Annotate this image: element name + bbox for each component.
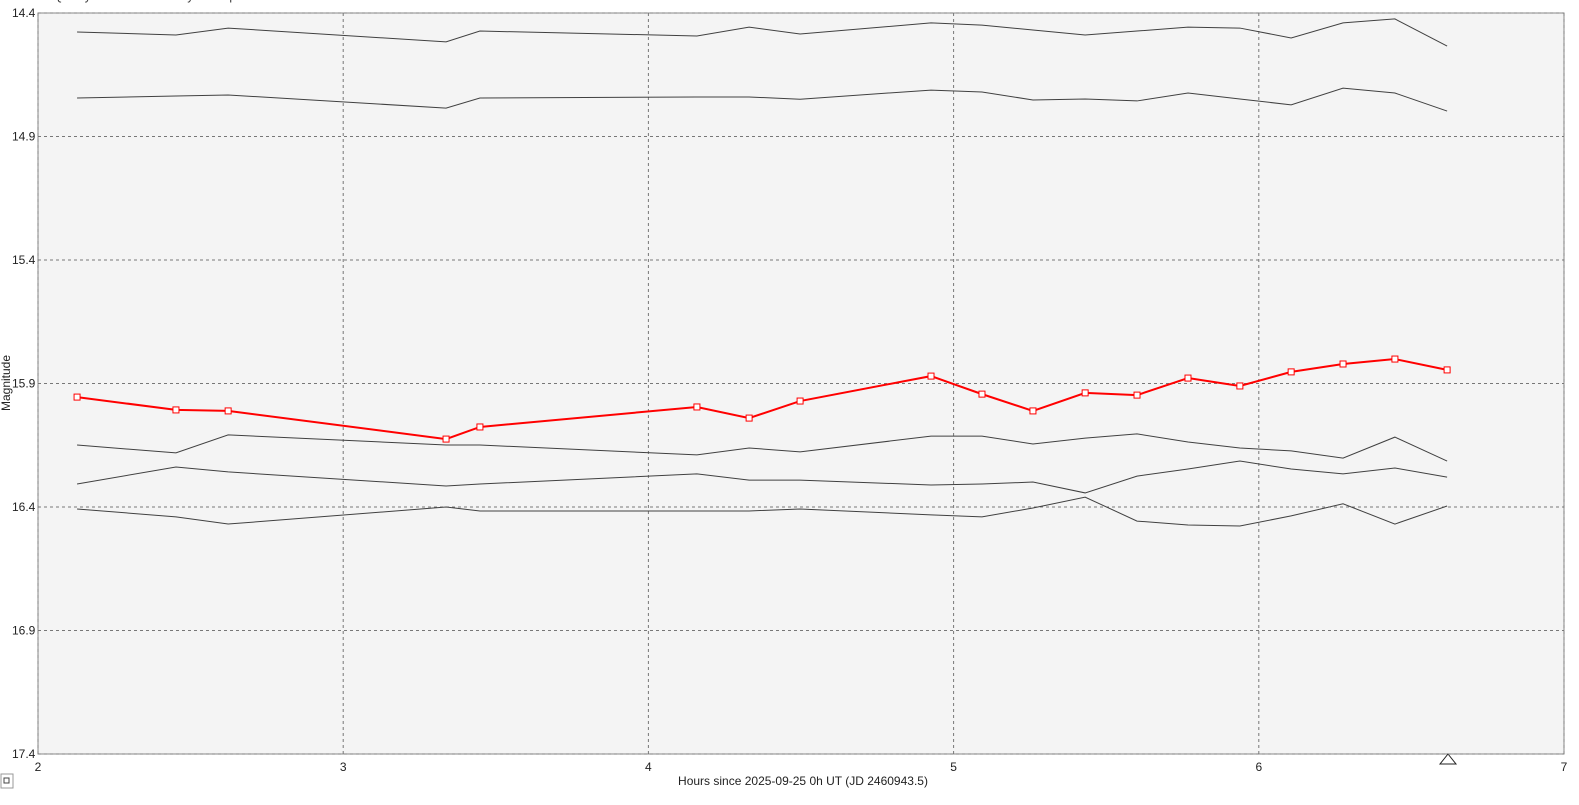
y-tick-label: 14.9 (12, 130, 36, 144)
series-line (77, 87, 1448, 112)
data-point (442, 435, 450, 443)
series-line (77, 433, 1448, 462)
y-tick-label: 14.4 (12, 6, 36, 20)
data-point (1236, 382, 1244, 390)
tab-label[interactable]: Result (107, 0, 142, 3)
data-point (73, 393, 81, 401)
data-point (476, 423, 484, 431)
x-tick-label: 4 (645, 760, 652, 774)
data-point (796, 397, 804, 405)
tab-label[interactable]: Library (157, 0, 194, 3)
y-axis-label: Magnitude (0, 355, 13, 411)
x-tick-label: 3 (340, 760, 347, 774)
x-tick-label: 5 (950, 760, 957, 774)
data-point (224, 407, 232, 415)
y-tick-label: 15.9 (12, 377, 36, 391)
time-marker[interactable] (1438, 753, 1458, 765)
data-point (172, 406, 180, 414)
data-point (1339, 360, 1347, 368)
data-point (1081, 389, 1089, 397)
series-line (77, 18, 1448, 47)
corner-button-icon (3, 777, 10, 784)
y-tick-label: 16.4 (12, 500, 36, 514)
x-tick-label: 2 (35, 760, 42, 774)
tab-label[interactable]: Quality (53, 0, 90, 3)
data-point (1184, 374, 1192, 382)
data-point (1029, 407, 1037, 415)
y-tick-label: 17.4 (12, 747, 36, 761)
data-point (978, 390, 986, 398)
y-tick-label: 16.9 (12, 624, 36, 638)
corner-button[interactable] (0, 773, 14, 789)
x-axis-label: Hours since 2025-09-25 0h UT (JD 2460943… (678, 774, 928, 788)
data-point (745, 414, 753, 422)
tab-label[interactable]: Graph (209, 0, 242, 3)
data-point (1287, 368, 1295, 376)
series-line (77, 496, 1448, 527)
data-point (927, 372, 935, 380)
data-point (693, 403, 701, 411)
x-tick-label: 6 (1255, 760, 1262, 774)
y-tick-label: 15.4 (12, 253, 36, 267)
data-point (1391, 355, 1399, 363)
series-line (76, 460, 1448, 494)
data-point (1133, 391, 1141, 399)
tab-label[interactable]: Select (4, 0, 38, 3)
x-tick-label: 7 (1561, 760, 1568, 774)
data-point (1443, 366, 1451, 374)
